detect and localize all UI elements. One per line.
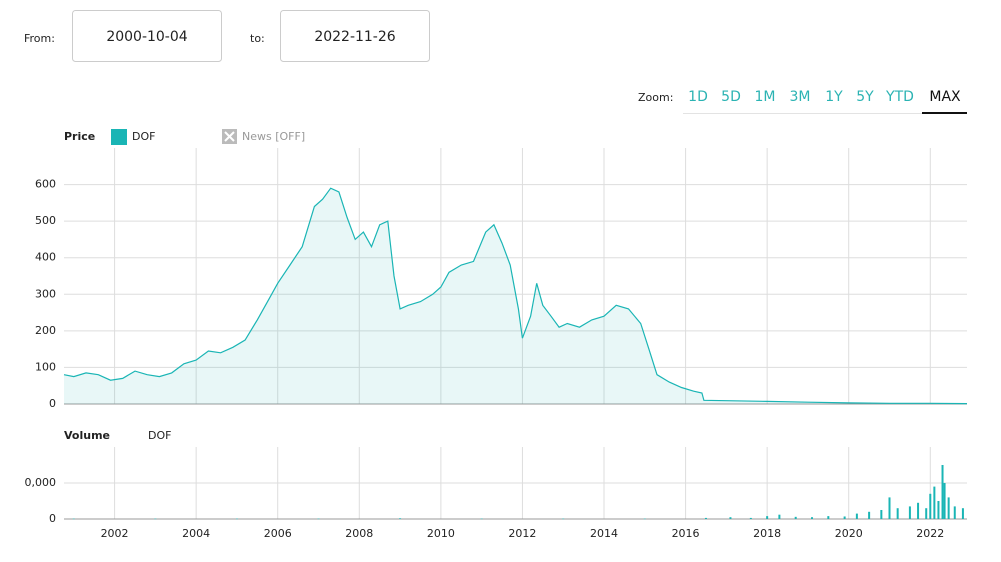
x-tick-label: 2008 <box>345 527 373 540</box>
zoom-option[interactable]: 1D <box>688 89 708 105</box>
bar <box>778 514 781 519</box>
bar <box>643 518 646 520</box>
bar <box>933 486 936 519</box>
from-input[interactable] <box>72 10 222 62</box>
y-tick-label: 100 <box>35 360 56 373</box>
from-date[interactable]: 2000-10-04 <box>106 29 187 45</box>
x-tick-label: 2010 <box>427 527 455 540</box>
bar <box>888 497 891 519</box>
zoom-option[interactable]: 1Y <box>825 89 843 105</box>
zoom-option[interactable]: MAX <box>929 89 961 105</box>
to-date[interactable]: 2022-11-26 <box>314 29 395 45</box>
y-tick-label: 0 <box>49 397 56 410</box>
to-input[interactable] <box>280 10 430 62</box>
zoom-option[interactable]: 5D <box>721 89 741 105</box>
zoom-option[interactable]: 1M <box>755 89 776 105</box>
bar <box>317 518 320 520</box>
y-tick-label: 600 <box>35 178 56 191</box>
bar <box>925 508 928 519</box>
x-tick-label: 2022 <box>916 527 944 540</box>
bar <box>843 516 846 519</box>
bar <box>855 513 858 519</box>
y-tick-label: 400 <box>35 251 56 264</box>
zoom-option[interactable]: YTD <box>885 89 914 105</box>
bar <box>908 506 911 519</box>
bar <box>896 508 899 519</box>
zoom-option[interactable]: 3M <box>790 89 811 105</box>
bar <box>704 517 707 519</box>
bar <box>827 516 830 519</box>
x-tick-label: 2018 <box>753 527 781 540</box>
x-tick-label: 2012 <box>508 527 536 540</box>
volume-series-name: DOF <box>148 429 171 442</box>
bar <box>729 517 732 519</box>
x-tick-label: 2020 <box>835 527 863 540</box>
bar <box>953 506 956 519</box>
from-label: From: <box>24 32 55 45</box>
line <box>63 187 968 405</box>
x-tick-label: 2004 <box>182 527 210 540</box>
bar <box>480 518 483 520</box>
bar <box>766 516 769 519</box>
x-tick-label: 2016 <box>672 527 700 540</box>
bar <box>947 497 950 519</box>
to-label: to: <box>250 32 265 45</box>
y-tick-label: 200 <box>35 324 56 337</box>
y-tick-label: 500 <box>35 214 56 227</box>
x-tick-label: 2006 <box>264 527 292 540</box>
news-toggle[interactable]: News [OFF] <box>242 130 305 143</box>
bar <box>72 518 75 520</box>
bar <box>941 465 944 519</box>
bar <box>880 510 883 519</box>
zoom-option[interactable]: 5Y <box>856 89 874 105</box>
y-tick-label: 0 <box>49 512 56 525</box>
y-tick-label: 0,000 <box>25 476 57 489</box>
legend-swatch <box>111 129 127 145</box>
bar <box>235 518 238 520</box>
volume-title: Volume <box>64 429 110 442</box>
y-tick-label: 300 <box>35 287 56 300</box>
bar <box>868 511 871 519</box>
bar <box>154 518 157 520</box>
zoom-options: 1D 5D 1M 3M 1Y 5Y YTD MAX <box>688 89 967 114</box>
bar <box>399 518 402 519</box>
x-tick-label: 2014 <box>590 527 618 540</box>
bar <box>943 483 946 519</box>
legend-label[interactable]: DOF <box>132 130 155 143</box>
x-tick-label: 2002 <box>101 527 129 540</box>
bar <box>917 502 920 519</box>
bar <box>562 518 565 520</box>
price-title: Price <box>64 130 95 143</box>
bar <box>811 517 814 519</box>
bar <box>961 508 964 519</box>
news-icon-x <box>224 131 235 142</box>
bar <box>937 501 940 519</box>
bar <box>794 516 797 519</box>
zoom-label: Zoom: <box>638 91 673 104</box>
bar <box>749 517 752 519</box>
bar <box>929 493 932 519</box>
